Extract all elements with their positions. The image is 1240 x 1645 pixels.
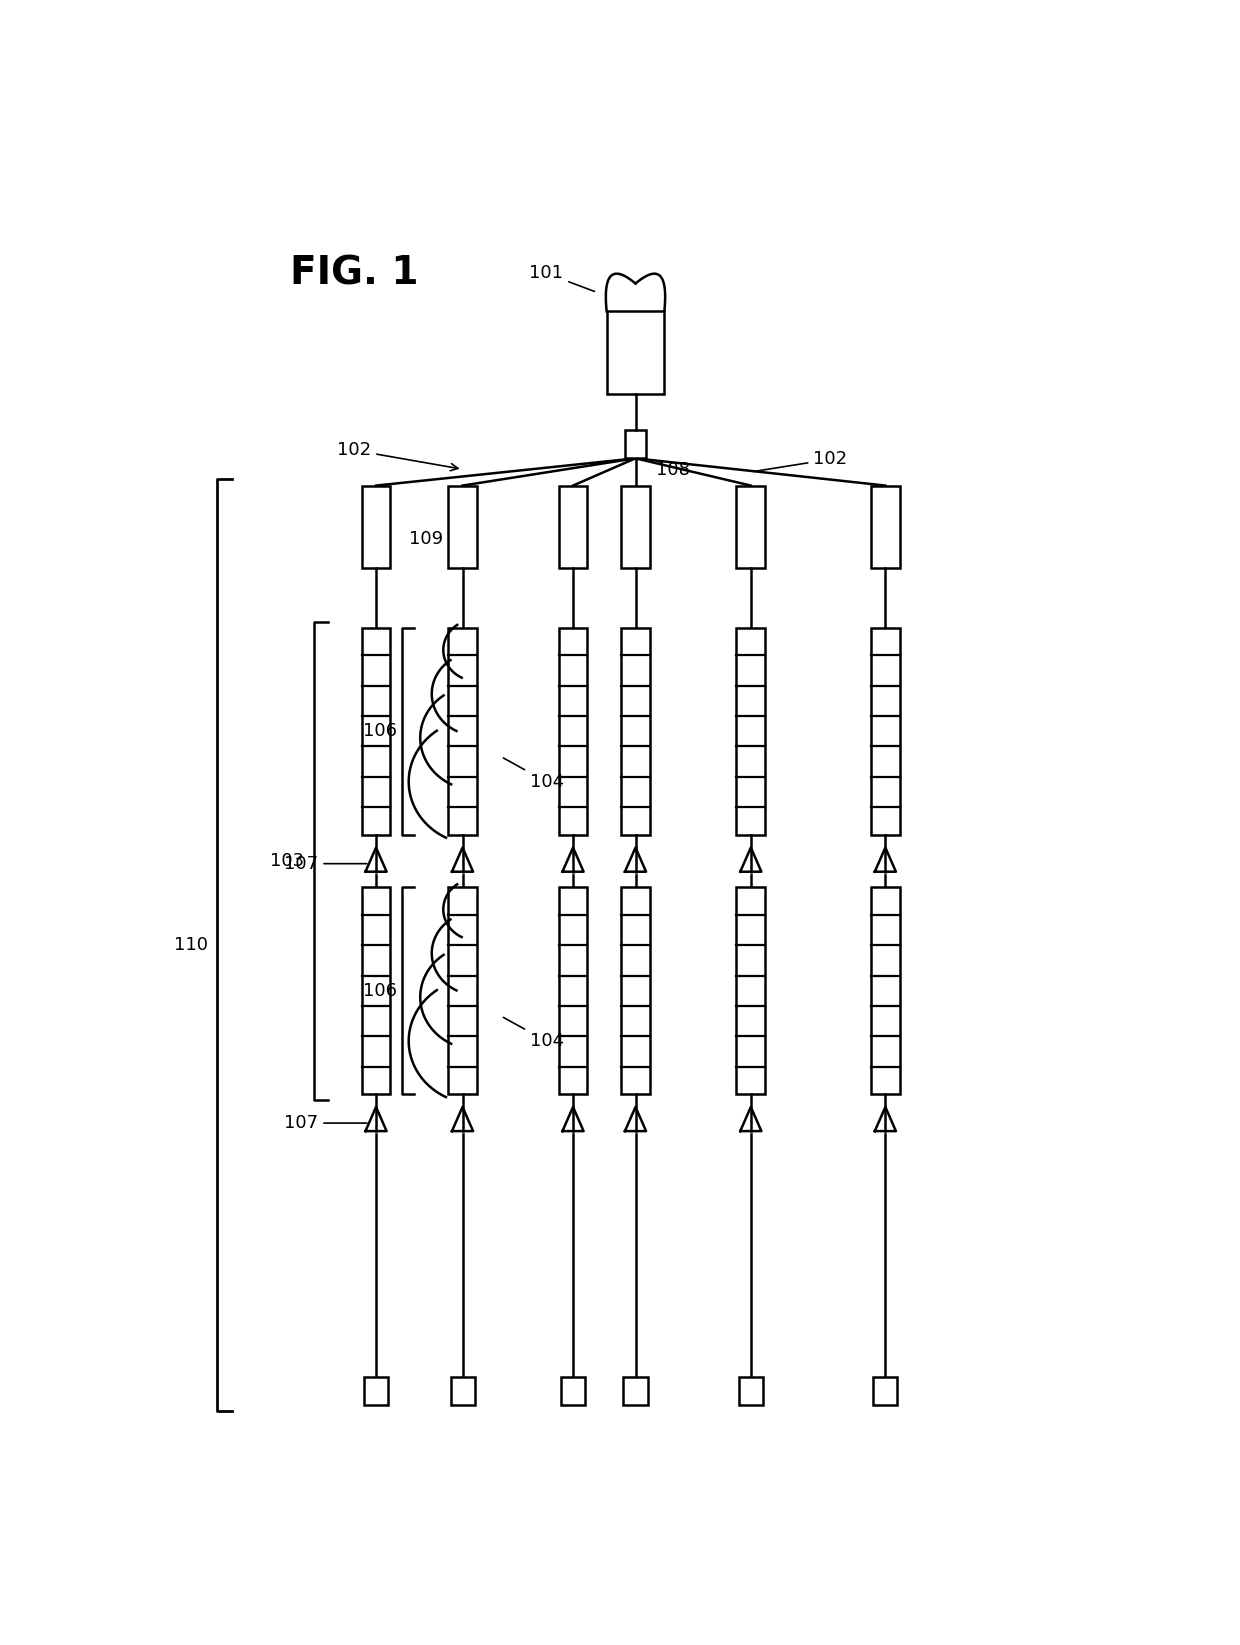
Bar: [450, 1377, 475, 1405]
Bar: [870, 485, 900, 568]
Text: 101: 101: [529, 265, 594, 291]
Text: 106: 106: [363, 982, 397, 1000]
Text: 102: 102: [337, 441, 458, 470]
Bar: [362, 628, 391, 834]
Text: 102: 102: [754, 451, 847, 472]
Bar: [737, 887, 765, 1094]
Bar: [625, 431, 646, 459]
Text: 103: 103: [270, 852, 304, 870]
Text: 108: 108: [656, 461, 689, 479]
Text: 106: 106: [363, 722, 397, 740]
Bar: [870, 887, 900, 1094]
Bar: [739, 1377, 763, 1405]
Bar: [621, 628, 650, 834]
Text: 104: 104: [503, 758, 564, 791]
Bar: [621, 887, 650, 1094]
Text: FIG. 1: FIG. 1: [290, 255, 418, 293]
Bar: [560, 1377, 585, 1405]
Bar: [873, 1377, 898, 1405]
Bar: [737, 628, 765, 834]
Bar: [558, 887, 588, 1094]
Bar: [606, 311, 665, 393]
Bar: [365, 1377, 388, 1405]
Bar: [448, 485, 477, 568]
Text: 110: 110: [174, 936, 208, 954]
Bar: [362, 887, 391, 1094]
Text: 104: 104: [503, 1017, 564, 1051]
Bar: [624, 1377, 647, 1405]
Bar: [448, 628, 477, 834]
Text: 109: 109: [409, 530, 444, 548]
Text: 107: 107: [284, 855, 367, 872]
Bar: [870, 628, 900, 834]
Bar: [558, 485, 588, 568]
Bar: [558, 628, 588, 834]
Text: 107: 107: [284, 1114, 367, 1132]
Bar: [448, 887, 477, 1094]
Bar: [362, 485, 391, 568]
Bar: [621, 485, 650, 568]
Bar: [737, 485, 765, 568]
